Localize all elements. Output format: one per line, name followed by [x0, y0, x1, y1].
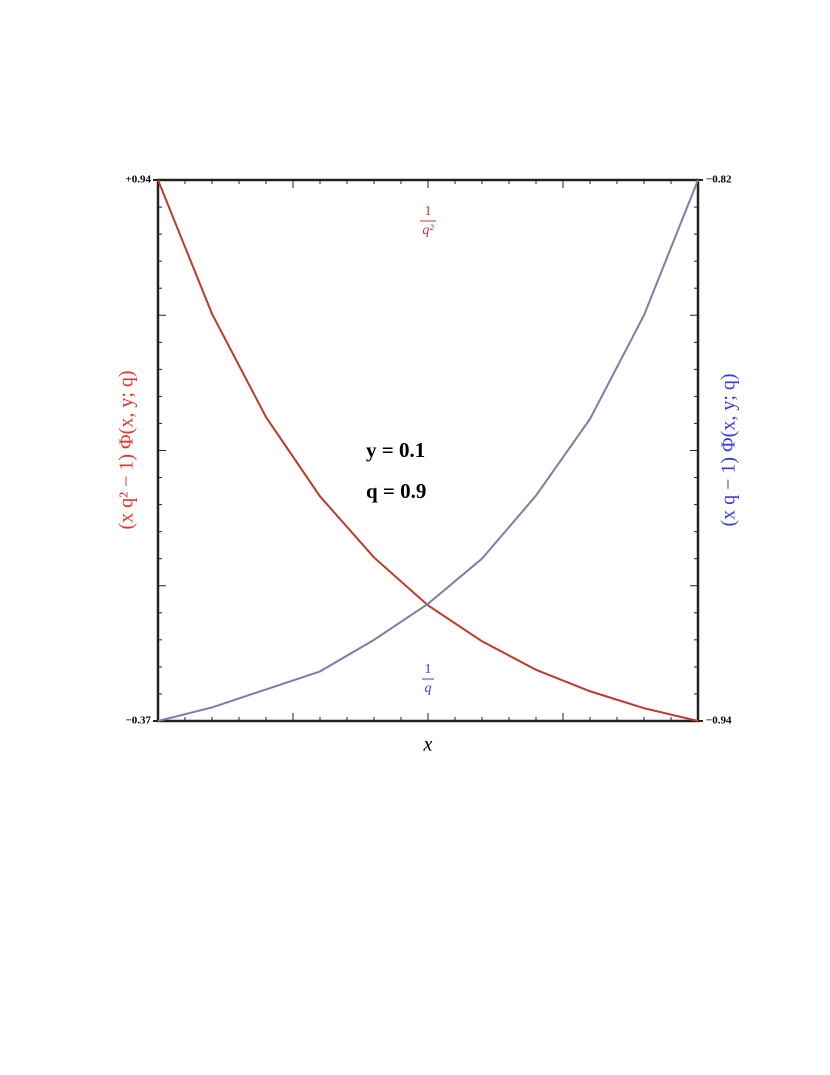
- annotation: q²: [422, 223, 434, 238]
- series-line: [157, 179, 699, 722]
- y-tick-label: +0.94: [125, 174, 151, 186]
- y2-tick-label: −0.94: [706, 715, 732, 727]
- annotation: y = 0.1: [366, 438, 425, 462]
- annotation: q = 0.9: [366, 479, 426, 503]
- annotation: 1: [425, 662, 432, 677]
- y2-tick-label: −0.82: [706, 174, 732, 186]
- plot-frame: [156, 178, 700, 723]
- y-axis-label: (x q² − 1) Φ(x, y; q): [116, 370, 138, 529]
- y2-axis-label: (x q − 1) Φ(x, y; q): [718, 373, 740, 526]
- annotation: 1: [425, 204, 432, 219]
- y-tick-label: −0.37: [125, 715, 151, 727]
- series-line: [157, 179, 699, 722]
- x-axis-label: x: [423, 734, 433, 756]
- annotation: q: [425, 681, 432, 696]
